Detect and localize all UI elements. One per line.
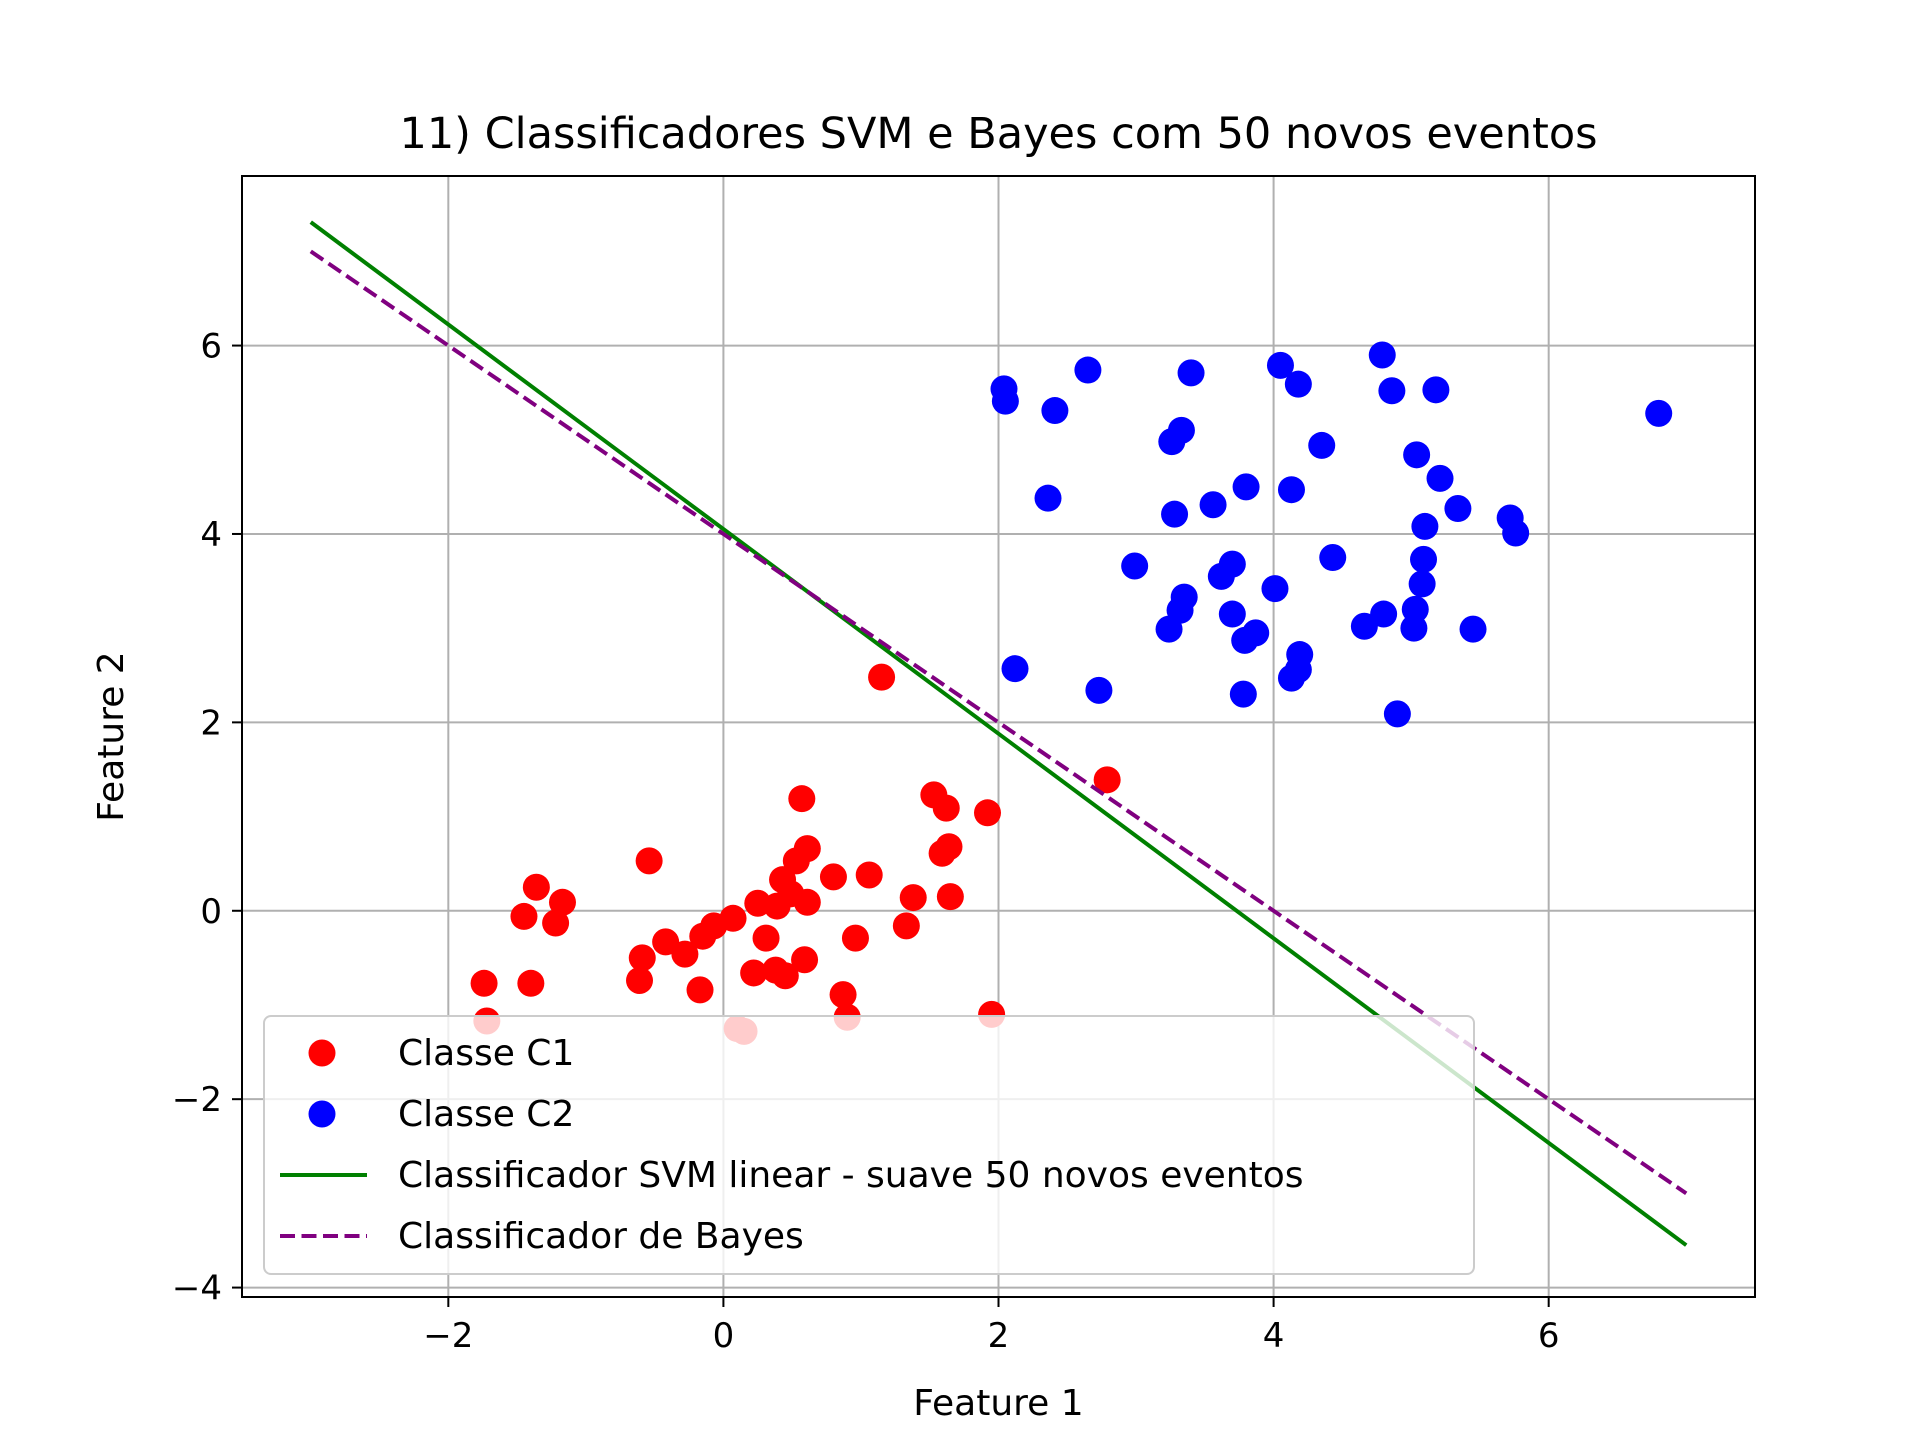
data-point — [1093, 766, 1121, 794]
data-point — [1041, 397, 1069, 425]
data-point — [1277, 664, 1305, 692]
data-point — [771, 962, 799, 990]
data-point — [1161, 500, 1189, 528]
data-point — [1218, 600, 1246, 628]
data-point — [510, 902, 538, 930]
data-point — [1266, 351, 1294, 379]
data-point — [1645, 399, 1673, 427]
data-point — [829, 981, 857, 1009]
data-point — [686, 976, 714, 1004]
data-point — [1232, 473, 1260, 501]
data-point — [793, 888, 821, 916]
data-point — [1121, 552, 1149, 580]
data-point — [1261, 575, 1289, 603]
data-point — [899, 884, 927, 912]
y-tick-label: −2 — [172, 1080, 222, 1120]
data-point — [1308, 431, 1336, 459]
data-point — [671, 940, 699, 968]
data-point — [548, 888, 576, 916]
data-point — [1231, 626, 1259, 654]
data-point — [626, 966, 654, 994]
legend-marker — [308, 1100, 336, 1128]
data-point — [1370, 600, 1398, 628]
plot-series — [309, 220, 1688, 1247]
data-point — [1410, 545, 1438, 573]
data-point — [1350, 612, 1378, 640]
data-point — [1459, 615, 1487, 643]
legend-label: Classificador de Bayes — [398, 1216, 804, 1257]
data-point — [1277, 476, 1305, 504]
data-point — [1177, 359, 1205, 387]
x-tick-label: 2 — [988, 1316, 1010, 1356]
legend-marker — [308, 1039, 336, 1067]
y-tick-label: 6 — [200, 327, 222, 367]
data-point — [892, 912, 920, 940]
data-point — [1199, 491, 1227, 519]
data-point — [1074, 356, 1102, 384]
data-point — [1207, 562, 1235, 590]
axis-ticks: −2 0 2 4 6 −4 −2 0 2 4 6 — [172, 327, 1560, 1356]
data-point — [470, 969, 498, 997]
data-point — [819, 863, 847, 891]
data-point — [1426, 464, 1454, 492]
data-point — [689, 922, 717, 950]
legend-box — [263, 1015, 1475, 1275]
data-point — [1408, 570, 1436, 598]
data-point — [1001, 655, 1029, 683]
data-point — [1378, 377, 1406, 405]
data-point — [740, 959, 768, 987]
data-point — [1085, 676, 1113, 704]
data-point — [1502, 519, 1530, 547]
data-point — [1158, 428, 1186, 456]
data-point — [635, 847, 663, 875]
x-axis-label: Feature 1 — [913, 1383, 1083, 1424]
data-point — [1368, 341, 1396, 369]
legend: Classe C1 Classe C2 Classificador SVM line… — [263, 1015, 1475, 1275]
data-point — [522, 873, 550, 901]
data-point — [1411, 512, 1439, 540]
x-tick-label: 4 — [1263, 1316, 1285, 1356]
x-tick-label: 0 — [713, 1316, 735, 1356]
data-point — [1444, 495, 1472, 523]
data-point — [628, 944, 656, 972]
data-point — [868, 663, 896, 691]
data-point — [1400, 614, 1428, 642]
data-point — [652, 928, 680, 956]
legend-label: Classificador SVM linear - suave 50 novo… — [398, 1155, 1304, 1196]
y-tick-label: −4 — [172, 1269, 222, 1309]
y-tick-label: 2 — [200, 703, 222, 743]
data-point — [841, 924, 869, 952]
data-point — [1319, 544, 1347, 572]
x-tick-label: 6 — [1538, 1316, 1560, 1356]
data-point — [928, 839, 956, 867]
data-point — [1383, 700, 1411, 728]
data-point — [1284, 370, 1312, 398]
data-point — [1034, 484, 1062, 512]
legend-label: Classe C2 — [398, 1094, 574, 1135]
data-point — [932, 794, 960, 822]
data-point — [782, 847, 810, 875]
x-tick-label: −2 — [423, 1316, 473, 1356]
data-point — [752, 924, 780, 952]
data-point — [763, 892, 791, 920]
chart-title: 11) Classificadores SVM e Bayes com 50 n… — [399, 109, 1597, 159]
data-point — [1422, 376, 1450, 404]
data-point — [788, 785, 816, 813]
data-point — [936, 883, 964, 911]
data-point — [1229, 680, 1257, 708]
data-point — [973, 799, 1001, 827]
data-point — [1403, 441, 1431, 469]
y-tick-label: 4 — [200, 515, 222, 555]
data-point — [1155, 615, 1183, 643]
data-point — [855, 861, 883, 889]
y-axis-label: Feature 2 — [91, 651, 132, 821]
y-tick-label: 0 — [200, 892, 222, 932]
data-point — [791, 946, 819, 974]
data-point — [517, 969, 545, 997]
data-point — [991, 387, 1019, 415]
legend-label: Classe C1 — [398, 1033, 574, 1074]
data-point — [542, 909, 570, 937]
